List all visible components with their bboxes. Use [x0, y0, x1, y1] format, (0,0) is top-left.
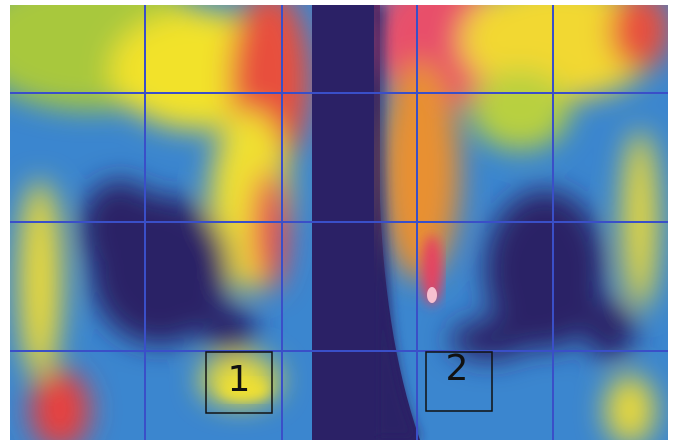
- region-label: 1: [228, 359, 251, 400]
- region-label: 2: [446, 348, 469, 389]
- region-box: [425, 351, 493, 412]
- region-box: [205, 351, 273, 414]
- grid: [10, 5, 668, 440]
